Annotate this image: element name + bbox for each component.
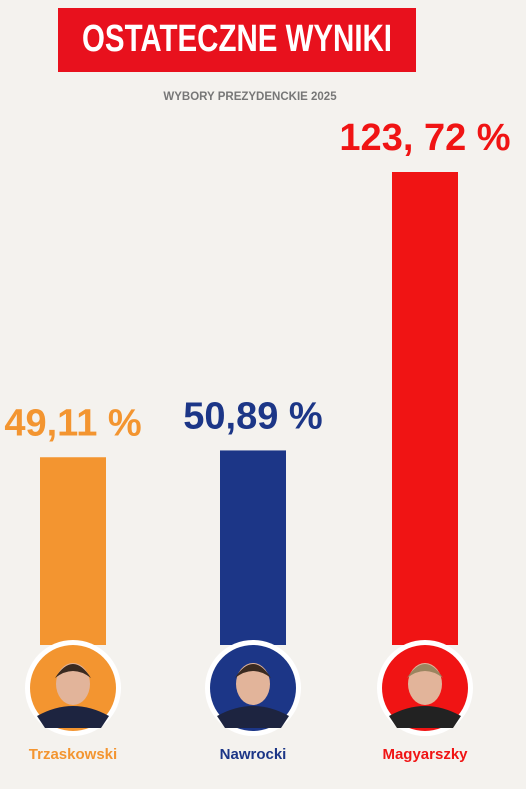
title-box	[58, 8, 416, 72]
portrait-body	[389, 706, 461, 728]
bar	[392, 172, 458, 645]
portrait-face	[236, 663, 270, 705]
x-tick-label: Magyarszky	[382, 746, 468, 763]
bar	[40, 457, 106, 645]
chart-title: OSTATECZNE WYNIKI	[82, 18, 392, 60]
chart-subtitle: WYBORY PREZYDENCKIE 2025	[163, 91, 337, 103]
value-label: 50,89 %	[183, 395, 322, 437]
portrait-body	[37, 706, 109, 728]
portrait-face	[56, 663, 90, 705]
portrait-hair	[55, 664, 91, 678]
portrait-hair	[407, 664, 443, 678]
portrait-hair	[235, 664, 271, 678]
value-label: 49,11 %	[4, 402, 141, 444]
value-label: 123, 72 %	[339, 117, 510, 159]
portrait	[217, 663, 289, 728]
x-tick-label: Nawrocki	[220, 746, 287, 763]
x-tick-label: Trzaskowski	[29, 746, 117, 763]
portrait-body	[217, 706, 289, 728]
portrait	[389, 663, 461, 728]
bar	[220, 450, 286, 645]
portrait-face	[408, 663, 442, 705]
portrait	[37, 663, 109, 728]
